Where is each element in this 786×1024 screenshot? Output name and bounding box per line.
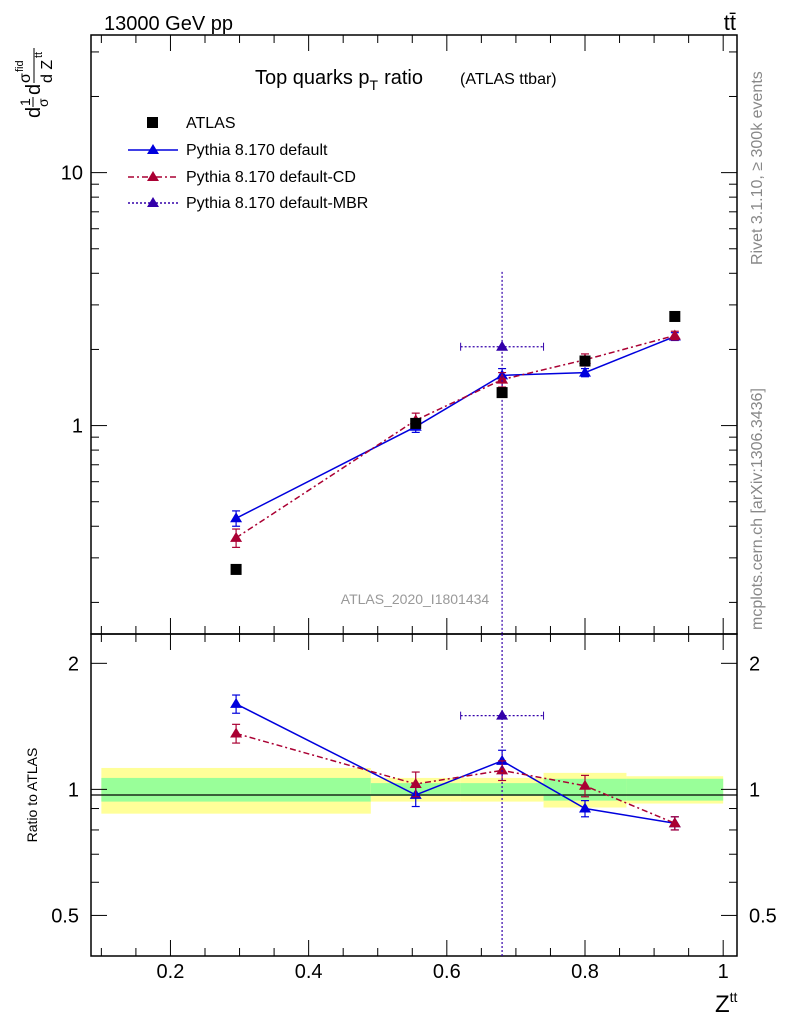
legend-marker-default <box>147 144 159 154</box>
ratio-y-tick-label-right: 0.5 <box>749 905 777 927</box>
process-label: tt̄ <box>724 10 736 35</box>
x-tick-label: 0.8 <box>571 961 599 983</box>
main-y-tick-label: 1 <box>72 416 83 438</box>
atlas-data-point <box>230 563 242 575</box>
series-1-line <box>235 334 676 539</box>
main-series <box>230 271 681 634</box>
energy-label: 13000 GeV pp <box>104 13 233 35</box>
main-y-label-den: d Z <box>39 60 56 83</box>
x-tick-label: 1 <box>718 961 729 983</box>
main-y-tick-label: 10 <box>61 163 83 185</box>
legend-label-default: Pythia 8.170 default <box>186 142 328 159</box>
ratio-y-tick-label-left: 1 <box>68 779 79 801</box>
main-y-label-frac-num: 1 <box>17 98 33 106</box>
ratio-y-tick-label-right: 2 <box>749 653 760 675</box>
ratio-panel-frame <box>90 633 738 957</box>
series-0-ratio-point <box>230 697 243 708</box>
analysis-id: ATLAS_2020_I1801434 <box>341 591 490 607</box>
ratio-y-tick-label-left: 2 <box>68 653 79 675</box>
main-y-label-sigma: σ <box>17 73 34 83</box>
atlas-data-point <box>579 355 591 367</box>
ratio-y-ticks: 0.5 0.5 1 1 2 2 <box>51 653 777 957</box>
legend-marker-cd <box>147 171 159 181</box>
series-0-line <box>235 335 676 519</box>
x-tick-labels: 0.2 0.4 0.6 0.8 1 <box>157 961 729 983</box>
atlas-data <box>230 310 681 575</box>
x-tick-label: 0.2 <box>157 961 185 983</box>
rivet-label: Rivet 3.1.10, ≥ 300k events <box>749 71 766 265</box>
series-1-ratio-point <box>579 779 591 790</box>
series-1-ratio-point <box>409 777 422 788</box>
atlas-data-point <box>669 310 681 322</box>
main-y-label-den-sup: tt <box>33 52 45 58</box>
series-1-point <box>496 373 509 384</box>
main-x-ticks <box>100 35 724 634</box>
main-y-label: d 1 σ d σ fid d Z tt <box>14 48 56 118</box>
series-1-ratio-point <box>230 727 243 738</box>
series-1-ratio-point <box>668 817 681 828</box>
legend-label-mbr: Pythia 8.170 default-MBR <box>186 195 368 212</box>
legend-label-cd: Pythia 8.170 default-CD <box>186 169 356 186</box>
legend-label-atlas: ATLAS <box>186 115 236 132</box>
ratio-band-stat <box>460 783 544 796</box>
x-axis-label: Ztt <box>715 989 738 1018</box>
series-1-ratio-point <box>496 764 509 775</box>
ratio-y-label: Ratio to ATLAS <box>24 748 40 843</box>
chart-title: Top quarks pT ratio <box>255 67 423 93</box>
main-y-label-sup: fid <box>14 60 26 72</box>
ratio-y-tick-label-right: 1 <box>749 779 760 801</box>
ratio-panel: 0.5 0.5 1 1 2 2 Ratio to ATLAS <box>24 633 777 957</box>
ratio-x-ticks <box>100 634 724 956</box>
legend-marker-mbr <box>147 197 159 207</box>
legend: ATLAS Pythia 8.170 default Pythia 8.170 … <box>128 115 368 212</box>
x-tick-label: 0.6 <box>433 961 461 983</box>
ratio-band-stat <box>626 778 724 801</box>
main-y-label-d: d <box>23 107 45 118</box>
main-y-ticks: 1 10 <box>61 51 737 603</box>
ratio-band-stat <box>101 777 371 802</box>
ratio-y-tick-label-left: 0.5 <box>51 905 79 927</box>
main-panel: 1 10 Top quarks pT ratio (ATLAS ttbar) ATL… <box>14 34 738 635</box>
series-2-ratio-point <box>496 709 509 720</box>
atlas-data-point <box>410 417 422 429</box>
atlas-data-point <box>496 387 508 399</box>
ratio-series <box>230 634 681 956</box>
series-0-point <box>579 366 591 377</box>
series-1-point <box>668 329 681 340</box>
main-y-label-frac-den: σ <box>35 98 51 107</box>
series-0-point <box>230 512 243 523</box>
legend-marker-atlas <box>147 117 158 128</box>
chart-title-note: (ATLAS ttbar) <box>460 71 557 88</box>
x-tick-label: 0.4 <box>295 961 323 983</box>
series-0-ratio-point <box>579 802 591 813</box>
source-label: mcplots.cern.ch [arXiv:1306.3436] <box>749 388 766 630</box>
series-1-point <box>230 531 243 542</box>
main-y-label-d2: d <box>23 84 45 95</box>
series-2-point <box>496 340 509 351</box>
